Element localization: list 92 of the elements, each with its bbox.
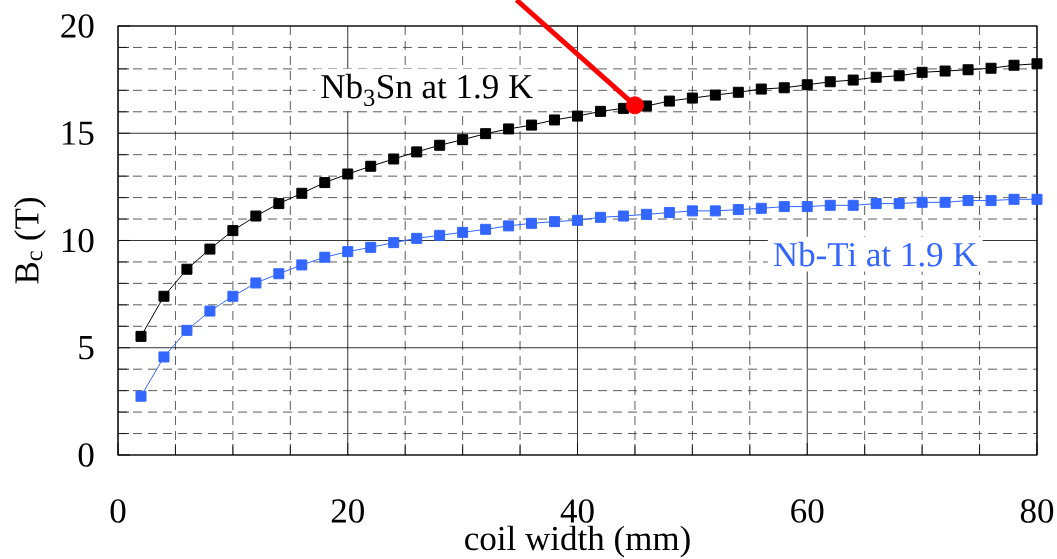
point [388, 237, 400, 249]
x-tick-label: 80 [1020, 499, 1054, 523]
point [1008, 193, 1020, 205]
point [824, 199, 836, 211]
y-tick-label: 10 [62, 228, 94, 253]
y-tick-label: 15 [62, 121, 94, 145]
x-tick-label: 0 [110, 499, 126, 523]
point [319, 251, 331, 263]
point [342, 168, 354, 180]
point [847, 74, 859, 86]
point [1031, 58, 1043, 70]
point [411, 232, 423, 244]
x-tick-label: 40 [560, 499, 594, 523]
y-axis-title: B$_{c}$ (T) [14, 197, 46, 284]
point [365, 160, 377, 172]
point [296, 259, 308, 271]
point [457, 134, 469, 146]
point [663, 207, 675, 219]
point [204, 305, 216, 317]
point [526, 119, 538, 131]
point [572, 214, 583, 226]
point [388, 153, 400, 165]
point [1031, 193, 1043, 205]
point [273, 268, 285, 280]
point [755, 83, 767, 95]
point [250, 277, 262, 289]
point [549, 114, 561, 126]
point [985, 195, 997, 207]
y-tick-label: 5 [79, 336, 94, 360]
x-axis-title: coil width (mm) [465, 525, 690, 558]
x-tick-label: 60 [791, 499, 824, 523]
series-label: Nb$_{3}$Sn at 1.9 K [321, 73, 533, 106]
point [824, 76, 836, 88]
point [135, 330, 147, 342]
x-tick-label: 20 [331, 499, 364, 523]
point [250, 210, 262, 222]
point [939, 196, 951, 208]
point [411, 146, 423, 158]
point [801, 201, 813, 213]
point [1008, 59, 1020, 71]
point [434, 229, 446, 241]
point [778, 201, 790, 213]
y-tick-label: 0 [78, 443, 94, 467]
point [847, 199, 859, 211]
point [135, 390, 147, 402]
point [870, 71, 882, 83]
point [916, 66, 928, 78]
point [503, 220, 515, 232]
point [985, 62, 997, 74]
point [594, 105, 606, 117]
point [686, 92, 698, 104]
point [686, 205, 698, 217]
point [893, 70, 905, 82]
point [962, 195, 974, 207]
point [457, 226, 469, 238]
point [709, 89, 721, 101]
point [732, 204, 744, 216]
point [480, 223, 492, 235]
point [181, 324, 193, 336]
point [939, 65, 951, 77]
point [709, 205, 721, 217]
y-tick-label: 20 [61, 14, 94, 38]
point [640, 208, 652, 220]
point [732, 86, 744, 98]
point [480, 128, 492, 140]
point [801, 79, 813, 91]
point [962, 64, 974, 76]
point [319, 177, 331, 189]
point [181, 263, 193, 275]
point [778, 82, 790, 94]
point [870, 198, 882, 210]
point [916, 196, 928, 208]
point [273, 198, 285, 210]
point [434, 139, 446, 151]
point [503, 123, 515, 135]
point [158, 351, 170, 363]
point [755, 202, 767, 214]
point [296, 187, 308, 199]
point [227, 225, 239, 237]
point [663, 95, 675, 107]
point [549, 216, 561, 228]
point [526, 217, 538, 229]
point [158, 290, 170, 302]
point [227, 290, 239, 302]
point [617, 210, 629, 222]
point [572, 110, 583, 122]
point [893, 198, 905, 210]
point [365, 241, 377, 253]
point [204, 243, 216, 255]
point [594, 211, 606, 223]
series-label: Nb-Ti at 1.9 K [773, 241, 978, 267]
point [342, 246, 354, 258]
